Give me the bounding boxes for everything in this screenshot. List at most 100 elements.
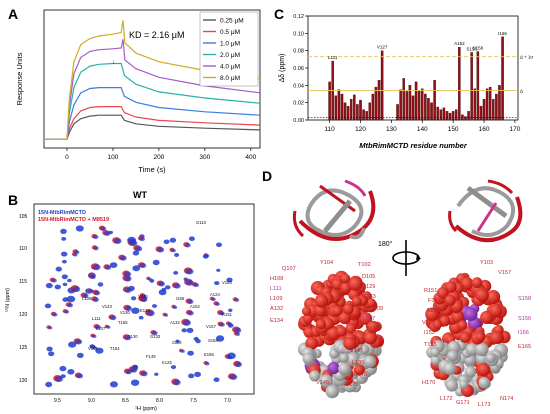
x-tick: 7.0 [224,398,231,404]
x-tick-label: 130 [386,126,397,133]
nmr-peak [55,376,63,383]
nmr-peak [216,268,221,272]
bar-res-113 [337,89,341,121]
atom-sphere [366,298,376,308]
legend-complex: 15N-MtbRimMCTD + M8519 [38,217,109,223]
threshold-group: Δ + 1σ Δ [308,55,533,118]
nmr-peak [216,335,225,342]
y-tick: 105 [19,214,28,220]
residue-label: S158 [518,296,531,302]
nmr-peak [193,283,199,288]
bar-res-127 [380,50,384,121]
atom-sphere [460,277,474,290]
atom-sphere [486,290,501,304]
injection-arrow: ↓ [112,59,116,66]
nmr-peak [139,237,145,242]
nmr-peak [120,255,127,261]
nmr-peak [234,298,240,302]
bar-res-119 [356,104,359,121]
legend-entry: 0.25 μM [220,18,244,25]
atom-sphere [490,331,503,344]
atom-sphere [314,294,329,308]
atom-sphere [348,276,363,291]
nmr-peak [164,313,169,317]
nmr-peak [74,250,80,255]
residue-label: R151 [424,288,437,294]
nmr-peak [139,263,147,269]
peak-assignment-label: G110 [196,220,207,225]
legend-entry: 4.0 μM [220,64,240,71]
bar-res-110 [328,81,331,121]
nmr-peak [184,243,191,248]
atom-sphere [327,361,340,375]
tick-group: 0 100 200 300 400 [65,148,257,161]
nmr-peak [124,287,132,293]
nmr-peak [59,365,67,372]
residue-label: E165 [518,344,531,350]
nmr-peak [109,381,118,388]
bar-res-144 [433,79,436,121]
nmr-peak [183,319,191,326]
peak-label: I166 [498,31,507,36]
nmr-peak [90,274,96,280]
atom-sphere [345,323,357,334]
x-tick-label: 170 [509,126,520,133]
tick-group: 110 120 130 140 150 160 170 0.00 0.02 0.04 0.06 0.0… [293,14,520,133]
y-tick-label: 0.12 [293,14,304,20]
nmr-peak [67,278,72,283]
x-axis-label: ¹H (ppm) [135,406,157,412]
threshold-label-sigma: Δ + 1σ [520,55,533,60]
residue-label: V147 [350,348,363,354]
residue-label: L172 [440,396,452,402]
threshold-label-mean: Δ [520,89,523,94]
x-tick-label: 400 [245,154,256,161]
peak-assignment-label: F149 [146,354,156,359]
y-tick-label: 0.08 [293,49,304,55]
nmr-peak [135,246,143,252]
nmr-peak [45,282,53,289]
bar-res-121 [362,109,365,121]
residue-label-group: Q107 Y104 T102 H108 D105 L111 H129 L109 G133 A132… [270,260,531,408]
nmr-peak [152,304,157,308]
bar-res-123 [368,102,372,121]
bar-res-118 [353,94,356,121]
nmr-peak [165,285,171,290]
peak-group: G110 V153 A124 R151 L106 V143 V130 T155 L111 Y146… [44,220,242,388]
atom-sphere [444,294,456,306]
residue-label: V127 [362,316,375,322]
nmr-peak [97,282,104,287]
nmr-peak [175,339,180,343]
nmr-peak [89,289,94,293]
atom-sphere [363,331,378,345]
atom-sphere [439,315,451,327]
bar-res-139 [417,90,421,121]
nmr-peak [185,268,194,275]
bar-res-122 [365,111,368,121]
nmr-peak [215,302,220,306]
nmr-peak [218,311,225,316]
panel-b-hsqc-spectrum: WT 15N-MtbRimMCTD 15N-MtbRimMCTD + M8519… [4,190,255,412]
atom-sphere [451,310,465,323]
residue-label: L173 [478,402,490,408]
bar-res-124 [371,93,375,121]
bar-res-134 [402,78,405,121]
atom-sphere [338,362,351,375]
nmr-peak [146,310,155,317]
nmr-peak [124,335,132,341]
legend-entry: 1.0 μM [220,41,240,48]
panel-c-csp-chart: 110 120 130 140 150 160 170 0.00 0.02 0.04 0.06 0.0… [279,14,533,150]
nmr-peak [64,310,70,314]
atom-sphere [332,305,343,316]
atom-sphere [480,310,494,324]
atom-sphere [340,282,352,294]
peak-assignment-label: V157 [206,324,216,329]
x-tick: 7.5 [190,398,197,404]
y-axis-label: Response Units [15,52,24,105]
atom-sphere [319,374,333,388]
x-tick-label: 160 [479,126,490,133]
nmr-peak [75,225,84,232]
nmr-peak [186,327,194,333]
bar-res-162 [488,86,492,121]
peak-assignment-label: L107 [96,326,106,331]
residue-label: L109 [270,296,282,302]
